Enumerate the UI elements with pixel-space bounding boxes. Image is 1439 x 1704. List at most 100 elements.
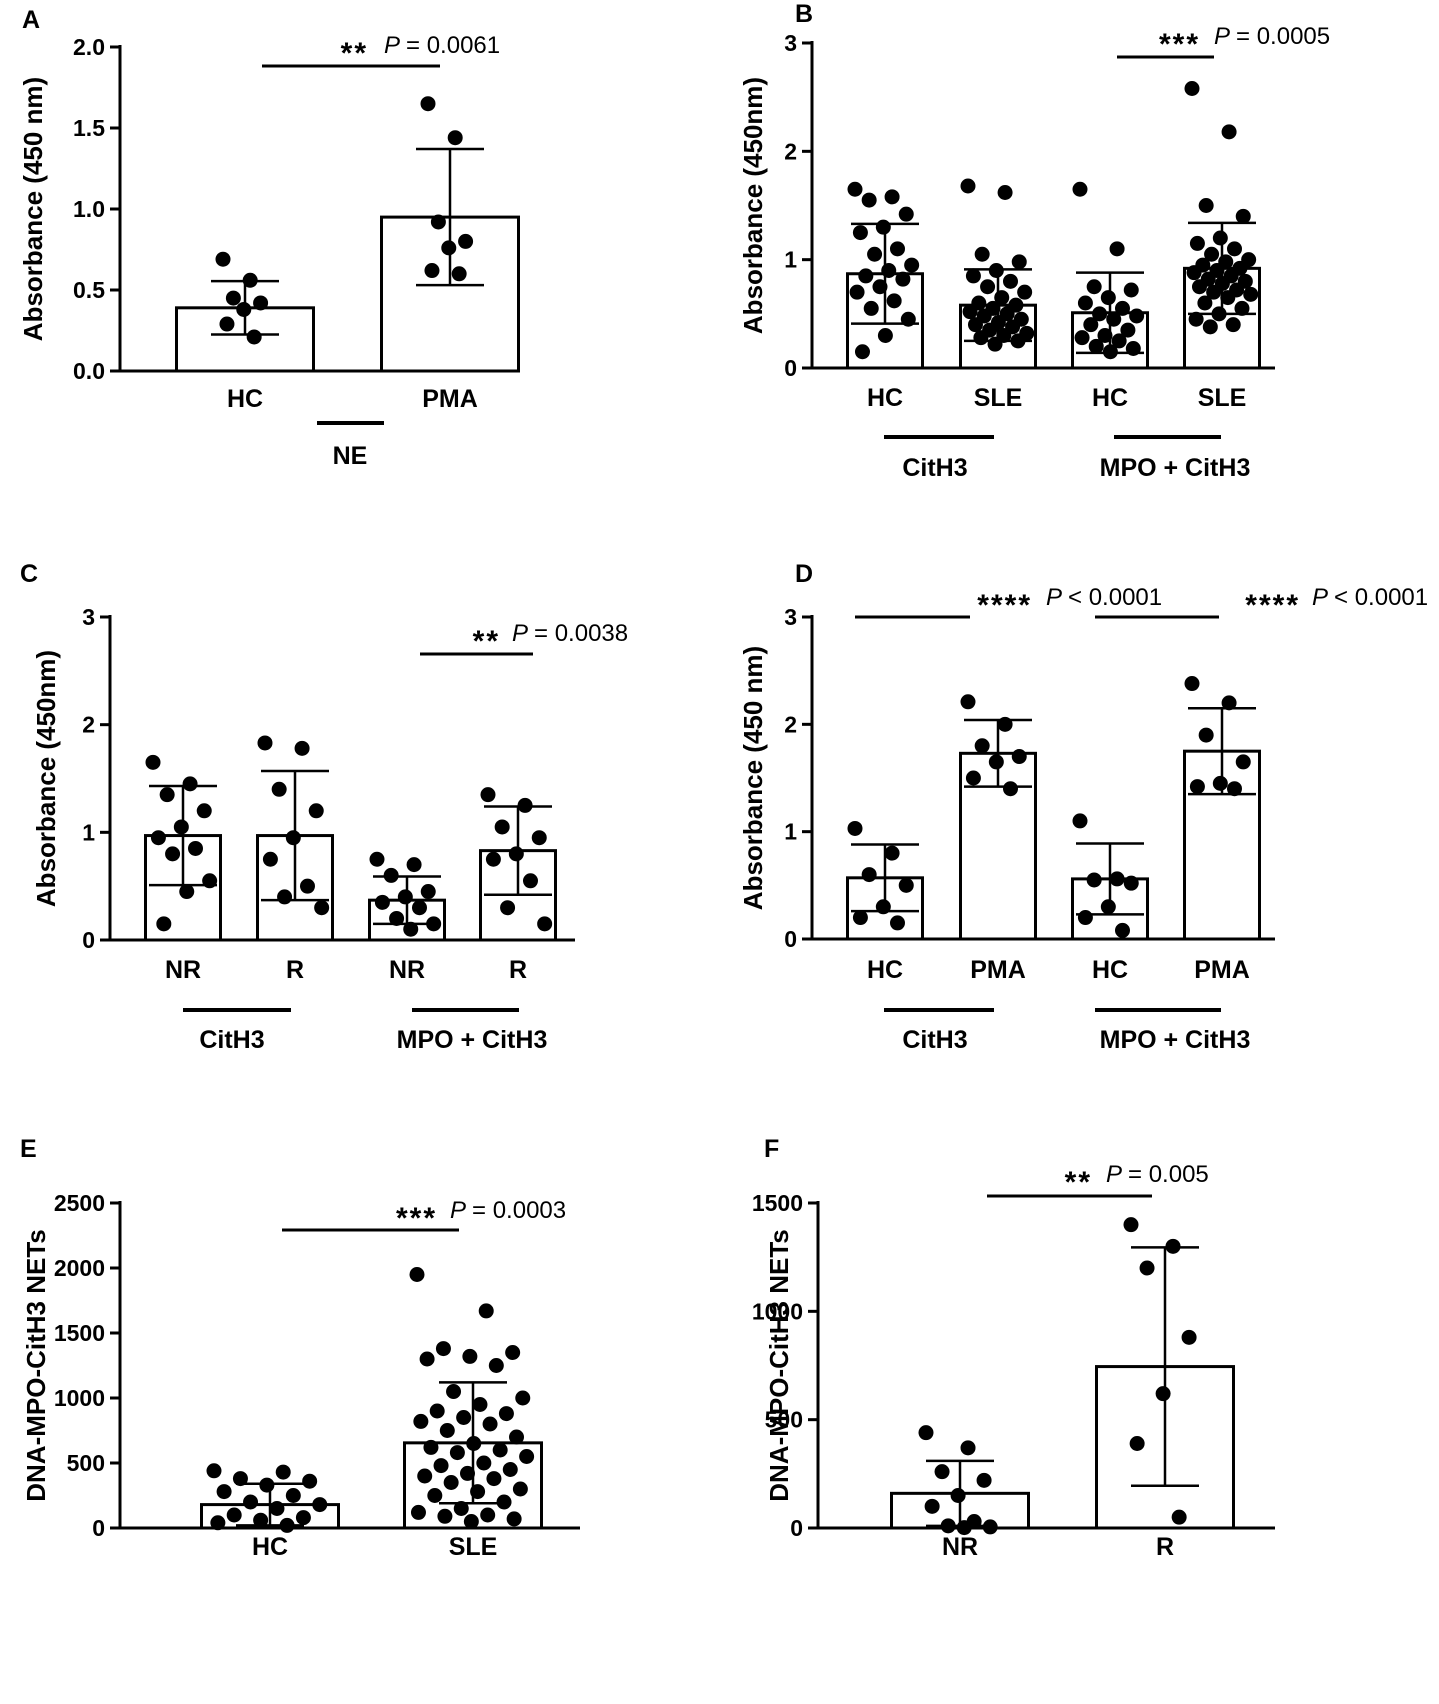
- data-point: [417, 1468, 433, 1484]
- data-point: [918, 1425, 934, 1441]
- data-point: [960, 178, 976, 194]
- y-tick-label: 0: [92, 1515, 105, 1541]
- data-point: [1198, 727, 1214, 743]
- data-point: [463, 1514, 479, 1529]
- group-label: CitH3: [199, 1026, 264, 1054]
- data-point: [1086, 872, 1102, 888]
- data-point: [447, 130, 463, 146]
- data-point: [1184, 81, 1200, 96]
- data-point: [397, 889, 413, 905]
- data-point: [498, 1406, 514, 1422]
- data-point: [940, 1518, 956, 1534]
- data-point: [861, 867, 877, 883]
- data-point: [960, 694, 976, 710]
- data-point: [302, 1473, 318, 1489]
- data-point: [494, 819, 510, 835]
- data-point: [1221, 695, 1237, 711]
- data-point: [884, 189, 900, 205]
- data-point: [236, 301, 252, 317]
- data-point: [383, 867, 399, 883]
- data-point: [485, 851, 501, 867]
- data-point: [987, 336, 1003, 352]
- data-point: [480, 1507, 496, 1523]
- data-point: [1212, 775, 1228, 791]
- p-value: P < 0.0001: [1312, 584, 1428, 611]
- category-label: PMA: [422, 385, 478, 413]
- data-point: [232, 1471, 248, 1487]
- data-point: [451, 266, 467, 282]
- category-label: HC: [867, 384, 903, 412]
- data-point: [476, 1455, 492, 1471]
- group-label: CitH3: [902, 454, 967, 482]
- data-point: [872, 279, 888, 295]
- data-point: [285, 1488, 301, 1503]
- data-point: [974, 738, 990, 754]
- data-point: [506, 1511, 522, 1527]
- p-value-symbol: P: [1046, 584, 1062, 611]
- data-point: [898, 877, 914, 893]
- data-point: [877, 328, 893, 343]
- y-tick-label: 500: [765, 1407, 803, 1433]
- p-value-symbol: P: [384, 32, 400, 59]
- p-value: P = 0.005: [1106, 1161, 1209, 1188]
- data-point: [847, 181, 863, 197]
- significance-stars: ***: [1159, 28, 1200, 61]
- y-axis-label: DNA-MPO-CitH3 NETs: [764, 1229, 794, 1502]
- data-point: [314, 900, 330, 916]
- p-value: P = 0.0061: [384, 32, 500, 59]
- data-point: [875, 219, 891, 235]
- data-point: [505, 1345, 521, 1360]
- data-point: [889, 241, 905, 257]
- data-point: [1114, 300, 1130, 316]
- data-point: [1235, 208, 1251, 224]
- data-point: [852, 910, 868, 926]
- significance-stars: **: [1065, 1166, 1092, 1199]
- data-point: [1189, 779, 1205, 795]
- p-value-symbol: P: [1106, 1161, 1122, 1188]
- category-label: HC: [252, 1533, 288, 1561]
- panel-d: D Absorbance (450 nm) HC PMA HC PMA 0 1 2 3 CitH3 M…: [738, 560, 1428, 1054]
- data-point: [512, 1481, 528, 1497]
- p-value-text: < 0.0001: [1334, 584, 1428, 611]
- significance-stars: ***: [396, 1202, 437, 1235]
- data-point: [1234, 300, 1250, 316]
- y-tick-label: 0.5: [73, 277, 105, 303]
- category-label: PMA: [970, 956, 1026, 984]
- data-point: [486, 1471, 502, 1487]
- data-point: [1109, 241, 1125, 257]
- data-point: [875, 899, 891, 915]
- data-point: [271, 781, 287, 797]
- category-label: R: [286, 956, 304, 984]
- data-point: [519, 1449, 535, 1464]
- data-point: [537, 916, 553, 932]
- data-point: [934, 1464, 950, 1480]
- data-point: [1184, 676, 1200, 692]
- data-point: [1017, 284, 1033, 300]
- panel-label: F: [764, 1135, 779, 1163]
- data-point: [427, 1488, 443, 1503]
- data-point: [1181, 1329, 1197, 1345]
- data-point: [446, 1384, 462, 1399]
- data-point: [206, 1463, 222, 1479]
- data-point: [1123, 875, 1139, 891]
- data-point: [884, 845, 900, 861]
- y-tick-label: 1000: [54, 1385, 105, 1411]
- data-point: [492, 1442, 508, 1458]
- category-label: HC: [1092, 956, 1128, 984]
- p-value-text: = 0.005: [1128, 1161, 1209, 1188]
- panel-e: E DNA-MPO-CitH3 NETs HC SLE 0 500 1000 1500 2000…: [20, 1135, 580, 1561]
- data-point: [409, 1267, 425, 1282]
- category-label: HC: [867, 956, 903, 984]
- data-point: [285, 830, 301, 846]
- data-point: [522, 873, 538, 889]
- panel-a: A Absorbance (450 nm) HC PMA 0.0 0.5 1.0 1.5 2.0…: [18, 6, 520, 470]
- data-point: [1120, 322, 1136, 338]
- data-point: [413, 1413, 429, 1429]
- y-tick-label: 0: [784, 355, 797, 381]
- data-point: [150, 830, 166, 846]
- p-value: P = 0.0005: [1214, 23, 1330, 50]
- data-point: [517, 797, 533, 813]
- panel-label: B: [795, 0, 813, 28]
- data-point: [1191, 279, 1207, 295]
- group-label: MPO + CitH3: [1100, 1026, 1251, 1054]
